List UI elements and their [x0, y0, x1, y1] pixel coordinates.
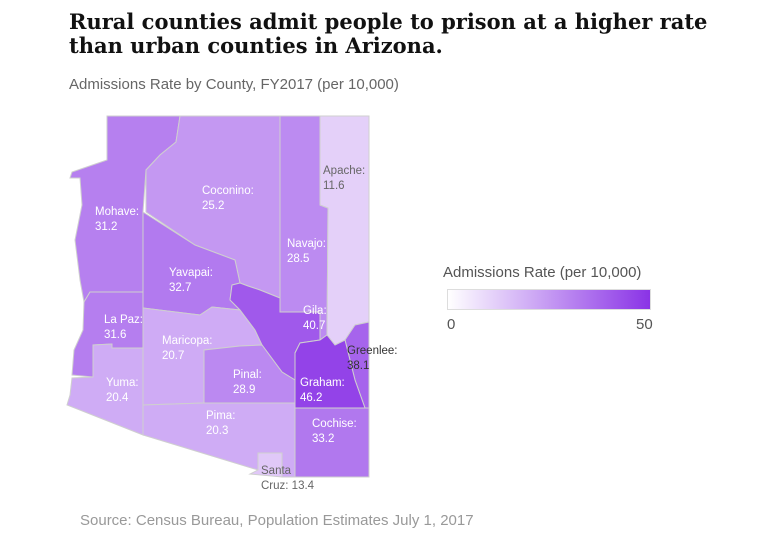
county-label-graham: Graham: 46.2	[300, 377, 345, 404]
county-label-gila: Gila: 40.7	[303, 305, 327, 332]
county-label-mohave: Mohave: 31.2	[95, 206, 139, 233]
county-label-yavapai: Yavapai: 32.7	[169, 267, 213, 294]
county-label-coconino: Coconino: 25.2	[202, 185, 254, 212]
county-label-maricopa: Maricopa: 20.7	[162, 335, 213, 362]
chart-subtitle: Admissions Rate by County, FY2017 (per 1…	[69, 76, 399, 93]
county-label-pinal: Pinal: 28.9	[233, 369, 262, 396]
county-label-apache: Apache: 11.6	[323, 165, 365, 192]
county-label-santa-cruz: Santa Cruz: 13.4	[261, 465, 315, 492]
county-santa-cruz	[248, 452, 283, 478]
county-label-pima: Pima: 20.3	[206, 410, 235, 437]
county-cochise	[294, 407, 370, 478]
county-label-cochise: Cochise: 33.2	[312, 418, 357, 445]
legend-max: 50	[636, 316, 653, 333]
county-label-navajo: Navajo: 28.5	[287, 238, 326, 265]
chart-title: Rural counties admit people to prison at…	[69, 9, 708, 58]
county-label-yuma: Yuma: 20.4	[106, 377, 139, 404]
legend-color-bar	[447, 289, 651, 310]
county-yuma	[66, 343, 144, 436]
county-label-la-paz: La Paz: 31.6	[104, 314, 143, 341]
county-apache	[319, 115, 370, 346]
legend-min: 0	[447, 316, 456, 333]
legend-title: Admissions Rate (per 10,000)	[443, 264, 642, 281]
source-note: Source: Census Bureau, Population Estima…	[80, 512, 474, 529]
county-label-greenlee: Greenlee: 38.1	[347, 345, 398, 372]
